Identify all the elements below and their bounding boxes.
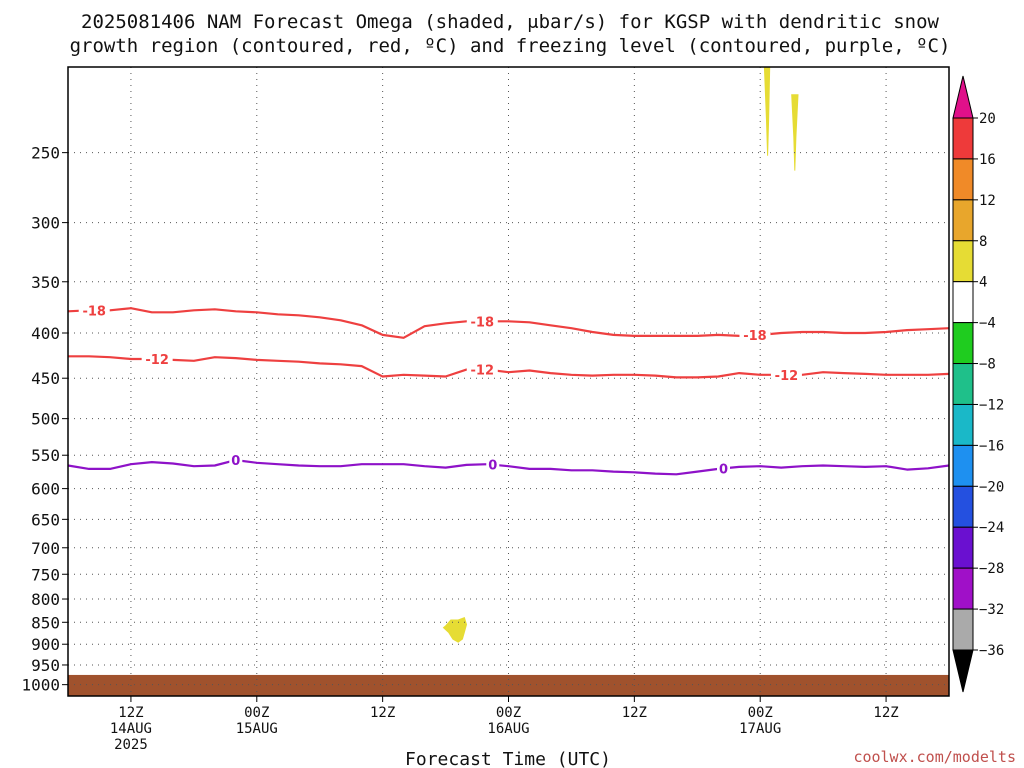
contour-label--18: -18 bbox=[743, 329, 767, 344]
colorbar-label: −28 bbox=[979, 561, 1004, 577]
colorbar: 20 16 12 8 4 −4 −8 −12 −16 −20 −24 −28 −32 −36 bbox=[952, 75, 1004, 693]
contour-label--12: -12 bbox=[145, 353, 169, 368]
colorbar-label: −16 bbox=[979, 438, 1004, 454]
y-tick-label-500: 500 bbox=[31, 410, 60, 429]
y-tick-label-250: 250 bbox=[31, 144, 60, 163]
y-tick-label-700: 700 bbox=[31, 539, 60, 558]
contour-label--18: -18 bbox=[82, 304, 106, 319]
contour-label-bg bbox=[229, 452, 243, 468]
contour-label-0: 0 bbox=[231, 454, 240, 469]
colorbar-label: −20 bbox=[979, 479, 1004, 495]
colorbar-top-arrow bbox=[952, 75, 974, 119]
colorbar-bin bbox=[952, 403, 974, 446]
contour-label-bg bbox=[466, 361, 498, 377]
colorbar-label: −24 bbox=[979, 520, 1004, 536]
x-tick-label: 12Z bbox=[873, 705, 898, 721]
colorbar-bin bbox=[952, 567, 974, 610]
colorbar-bottom-arrow bbox=[952, 649, 974, 693]
y-tick-label-550: 550 bbox=[31, 446, 60, 465]
x-tick-label: 2025 bbox=[114, 737, 148, 753]
contour-line--18 bbox=[67, 307, 950, 339]
x-tick-label: 00Z bbox=[496, 705, 521, 721]
colorbar-bin bbox=[952, 158, 974, 201]
contour-label--12: -12 bbox=[471, 364, 495, 379]
x-tick-label: 16AUG bbox=[487, 721, 529, 737]
colorbar-bin bbox=[952, 117, 974, 160]
contour-label-bg bbox=[78, 302, 110, 318]
contour-label-bg bbox=[770, 366, 802, 382]
y-tick-label-1000: 1000 bbox=[21, 676, 60, 695]
contour-label--12: -12 bbox=[775, 369, 799, 384]
colorbar-bin bbox=[952, 363, 974, 405]
y-tick-label-750: 750 bbox=[31, 565, 60, 584]
contour-label-0: 0 bbox=[488, 459, 497, 474]
contour-line-0 bbox=[67, 459, 950, 476]
title-line-2: growth region (contoured, red, ºC) and f… bbox=[70, 35, 951, 57]
y-tick-label-950: 950 bbox=[31, 656, 60, 675]
colorbar-bin bbox=[952, 444, 974, 487]
y-tick-label-300: 300 bbox=[31, 214, 60, 233]
title-group: 2025081406 NAM Forecast Omega (shaded, μ… bbox=[70, 11, 951, 57]
omega-shaded-region-1 bbox=[763, 66, 771, 156]
colorbar-label: −4 bbox=[979, 316, 996, 332]
x-tick-label: 12Z bbox=[118, 705, 143, 721]
x-tick-label: 17AUG bbox=[739, 721, 781, 737]
x-tick-label: 12Z bbox=[370, 705, 395, 721]
colorbar-label: 4 bbox=[979, 275, 987, 291]
x-axis-label: Forecast Time (UTC) bbox=[405, 749, 611, 768]
contour-label-bg bbox=[739, 327, 771, 343]
y-tick-label-800: 800 bbox=[31, 590, 60, 609]
colorbar-bin bbox=[952, 322, 974, 365]
colorbar-label: 12 bbox=[979, 193, 996, 209]
y-tick-label-850: 850 bbox=[31, 613, 60, 632]
colorbar-label: −36 bbox=[979, 643, 1004, 659]
contour-label-bg bbox=[141, 351, 173, 367]
y-tick-label-350: 350 bbox=[31, 273, 60, 292]
colorbar-bin bbox=[952, 526, 974, 569]
colorbar-label: −32 bbox=[979, 602, 1004, 618]
y-tick-label-900: 900 bbox=[31, 635, 60, 654]
contour-line--12 bbox=[68, 355, 950, 379]
contour-label--18: -18 bbox=[471, 315, 495, 330]
colorbar-bin bbox=[952, 485, 974, 528]
colorbar-bin bbox=[952, 199, 974, 242]
x-tick-label: 00Z bbox=[244, 705, 269, 721]
x-tick-label: 15AUG bbox=[236, 721, 278, 737]
colorbar-bin bbox=[952, 608, 974, 651]
contour-label-bg bbox=[717, 460, 731, 476]
colorbar-label: −8 bbox=[979, 357, 996, 373]
colorbar-label: 16 bbox=[979, 152, 996, 168]
y-tick-label-600: 600 bbox=[31, 480, 60, 499]
contour-layer: -18 -18 -18 -12 -12 -12 0 0 0 bbox=[67, 302, 950, 477]
omega-shaded-region-2 bbox=[791, 94, 799, 171]
omega-shaded-region-3 bbox=[442, 617, 468, 643]
colorbar-label: 8 bbox=[979, 234, 987, 250]
title-line-1: 2025081406 NAM Forecast Omega (shaded, μ… bbox=[81, 11, 939, 33]
colorbar-bin bbox=[952, 240, 974, 283]
colorbar-bin bbox=[952, 281, 974, 324]
contour-label-0: 0 bbox=[719, 462, 728, 477]
credit-link[interactable]: coolwx.com/modelts bbox=[853, 748, 1016, 766]
contour-label-bg bbox=[486, 456, 500, 472]
colorbar-label: −12 bbox=[979, 397, 1004, 413]
y-tick-label-650: 650 bbox=[31, 510, 60, 529]
x-tick-label: 00Z bbox=[748, 705, 773, 721]
grid-lines bbox=[68, 67, 949, 696]
colorbar-label: 20 bbox=[979, 111, 996, 127]
y-tick-label-400: 400 bbox=[31, 324, 60, 343]
x-tick-label: 14AUG bbox=[110, 721, 152, 737]
y-axis: 250 300 350 400 450 500 550 600 650 700 750 800 850 9… bbox=[21, 144, 68, 695]
y-tick-label-450: 450 bbox=[31, 369, 60, 388]
x-tick-label: 12Z bbox=[622, 705, 647, 721]
contour-label-bg bbox=[466, 313, 498, 329]
